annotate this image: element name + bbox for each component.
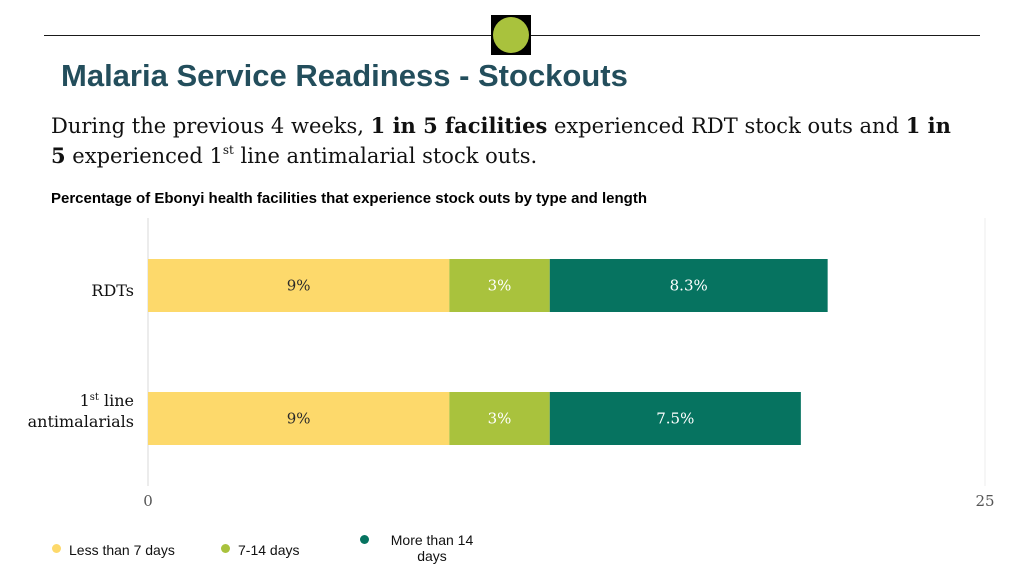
lead-superscript: st	[222, 143, 234, 157]
lead-bold-2: 1 in 5	[51, 113, 951, 168]
category-label: 1st line	[80, 391, 134, 410]
legend-swatch-icon	[221, 544, 230, 553]
legend-item-7-14-days: 7-14 days	[221, 542, 299, 558]
data-label: 3%	[488, 277, 512, 295]
lead-bold-1: 1 in 5 facilities	[370, 113, 548, 138]
lead-part-3: experienced 1	[65, 144, 223, 168]
bar-segment	[549, 392, 801, 445]
chart-title: Percentage of Ebonyi health facilities t…	[51, 190, 647, 207]
lead-part-4: line antimalarial stock outs.	[233, 144, 538, 168]
lead-part-1: During the previous 4 weeks,	[51, 114, 371, 138]
lead-text: During the previous 4 weeks, 1 in 5 faci…	[51, 111, 971, 171]
bar-segment	[148, 259, 450, 312]
legend-label: Less than 7 days	[69, 542, 175, 558]
bar-segment	[549, 259, 828, 312]
legend-label: 7-14 days	[238, 542, 300, 558]
category-label: RDTs	[91, 281, 134, 300]
bar-segment	[449, 259, 550, 312]
x-tick-label: 25	[975, 492, 994, 510]
data-label: 9%	[287, 277, 311, 295]
legend-swatch-icon	[360, 535, 369, 544]
legend-item-more-than-14-days: More than 14 days	[360, 532, 487, 564]
data-label: 8.3%	[670, 277, 708, 295]
category-label-line-2: antimalarials	[28, 412, 134, 431]
bar-segment	[449, 392, 550, 445]
legend-label-line-1: More than 14	[390, 532, 474, 548]
legend-item-less-than-7-days: Less than 7 days	[52, 542, 175, 558]
data-label: 7.5%	[656, 410, 694, 428]
legend-label-line-2: days	[417, 548, 447, 564]
stockout-bar-chart: 0 25 9% 3% 8.3% RDTs 9% 3% 7.5% 1st line antimalar…	[28, 218, 995, 510]
logo-badge	[491, 15, 531, 55]
x-tick-label: 0	[143, 492, 153, 510]
bar-segment	[148, 392, 450, 445]
lead-part-2: experienced RDT stock outs and	[547, 114, 906, 138]
data-label: 9%	[287, 410, 311, 428]
page-title: Malaria Service Readiness - Stockouts	[61, 58, 628, 93]
legend-label: More than 14 days	[377, 532, 487, 564]
chart-legend: Less than 7 days 7-14 days More than 14 d…	[0, 532, 1024, 572]
logo-dot-icon	[493, 17, 529, 53]
data-label: 3%	[488, 410, 512, 428]
legend-swatch-icon	[52, 544, 61, 553]
